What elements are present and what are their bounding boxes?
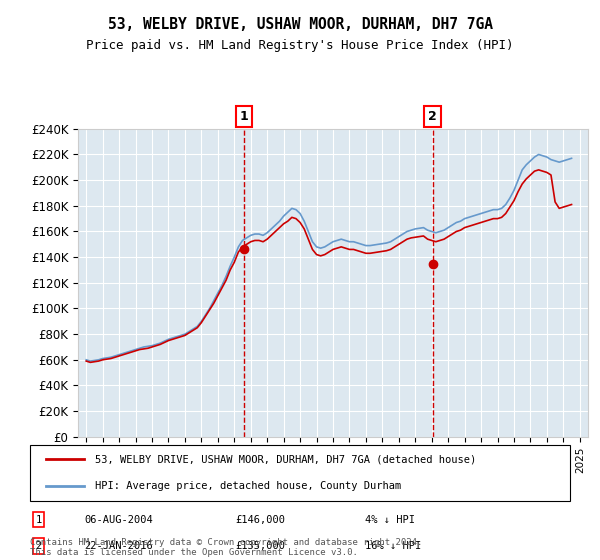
Text: 1: 1	[240, 110, 248, 123]
Text: Price paid vs. HM Land Registry's House Price Index (HPI): Price paid vs. HM Land Registry's House …	[86, 39, 514, 52]
Text: HPI: Average price, detached house, County Durham: HPI: Average price, detached house, Coun…	[95, 480, 401, 491]
Text: 2: 2	[428, 110, 437, 123]
Text: £146,000: £146,000	[235, 515, 285, 525]
FancyBboxPatch shape	[30, 445, 570, 501]
Text: 16% ↓ HPI: 16% ↓ HPI	[365, 541, 421, 551]
Text: 2: 2	[35, 541, 41, 551]
Text: 1: 1	[35, 515, 41, 525]
Text: 22-JAN-2016: 22-JAN-2016	[84, 541, 153, 551]
Text: 06-AUG-2004: 06-AUG-2004	[84, 515, 153, 525]
Text: 53, WELBY DRIVE, USHAW MOOR, DURHAM, DH7 7GA (detached house): 53, WELBY DRIVE, USHAW MOOR, DURHAM, DH7…	[95, 454, 476, 464]
Text: Contains HM Land Registry data © Crown copyright and database right 2024.
This d: Contains HM Land Registry data © Crown c…	[30, 538, 422, 557]
Text: £135,000: £135,000	[235, 541, 285, 551]
Text: 53, WELBY DRIVE, USHAW MOOR, DURHAM, DH7 7GA: 53, WELBY DRIVE, USHAW MOOR, DURHAM, DH7…	[107, 17, 493, 32]
Text: 4% ↓ HPI: 4% ↓ HPI	[365, 515, 415, 525]
